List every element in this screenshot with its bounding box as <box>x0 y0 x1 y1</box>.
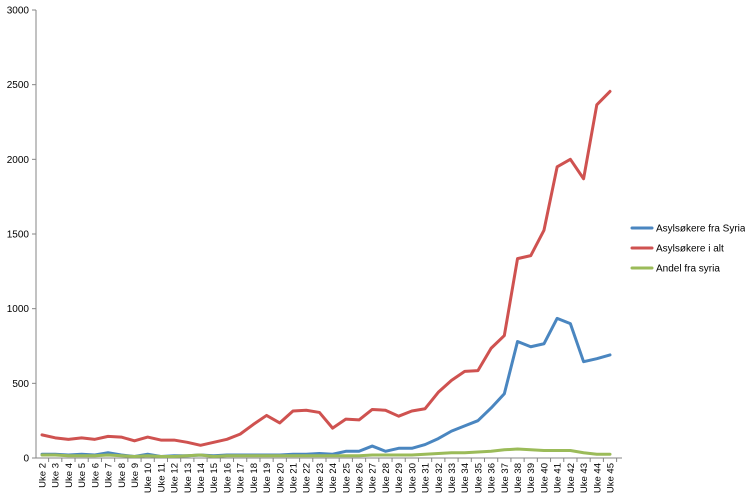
x-tick-label: Uke 45 <box>606 463 617 493</box>
x-tick-label: Uke 13 <box>183 463 194 493</box>
x-tick-label: Uke 11 <box>156 463 167 492</box>
x-tick-label: Uke 2 <box>38 463 49 488</box>
x-tick-label: Uke 24 <box>328 463 339 493</box>
x-tick-label: Uke 7 <box>104 463 115 488</box>
x-tick-label: Uke 29 <box>394 463 405 493</box>
x-tick-label: Uke 22 <box>302 463 313 493</box>
x-tick-label: Uke 35 <box>473 463 484 493</box>
x-tick-label: Uke 8 <box>117 463 128 488</box>
series-line-2 <box>40 447 612 459</box>
y-axis: 0 500 1000 1500 2000 2500 3000 <box>7 6 37 465</box>
y-tick-label: 500 <box>12 379 29 390</box>
x-tick-label: Uke 27 <box>368 463 379 493</box>
x-tick-label: Uke 25 <box>341 463 352 493</box>
y-tick-label: 0 <box>23 454 29 465</box>
x-tick-label: Uke 33 <box>447 463 458 493</box>
x-tick-label: Uke 12 <box>170 463 181 493</box>
x-tick-label: Uke 19 <box>262 463 273 493</box>
x-tick-label: Uke 15 <box>209 463 220 493</box>
x-tick-label: Uke 32 <box>434 463 445 493</box>
series-line-0 <box>40 316 612 459</box>
x-tick-label: Uke 42 <box>566 463 577 493</box>
x-tick-label: Uke 39 <box>526 463 537 493</box>
x-tick-label: Uke 31 <box>421 463 432 493</box>
x-tick-label: Uke 3 <box>51 463 62 488</box>
legend-label: Asylsøkere fra Syria <box>656 224 745 235</box>
x-tick-label: Uke 40 <box>539 463 550 493</box>
x-tick-label: Uke 43 <box>579 463 590 493</box>
x-tick-label: Uke 36 <box>487 463 498 493</box>
x-tick-label: Uke 9 <box>130 463 141 488</box>
x-tick-label: Uke 44 <box>592 463 603 493</box>
y-tick-label: 2500 <box>7 80 30 91</box>
legend-label: Andel fra syria <box>656 264 720 275</box>
x-tick-label: Uke 17 <box>236 463 247 493</box>
series-lines <box>40 89 612 459</box>
x-tick-label: Uke 23 <box>315 463 326 493</box>
x-tick-label: Uke 5 <box>77 463 88 488</box>
x-tick-label: Uke 37 <box>500 463 511 493</box>
x-tick-label: Uke 26 <box>355 463 366 493</box>
x-tick-label: Uke 18 <box>249 463 260 493</box>
x-tick-label: Uke 34 <box>460 463 471 493</box>
x-tick-label: Uke 38 <box>513 463 524 493</box>
x-tick-label: Uke 21 <box>288 463 299 493</box>
x-tick-label: Uke 14 <box>196 463 207 493</box>
legend-label: Asylsøkere i alt <box>656 244 724 255</box>
x-tick-label: Uke 10 <box>143 463 154 493</box>
x-tick-label: Uke 41 <box>553 463 564 493</box>
x-tick-label: Uke 6 <box>90 463 101 488</box>
y-tick-label: 1500 <box>7 230 30 241</box>
x-tick-label: Uke 30 <box>407 463 418 493</box>
x-tick-label: Uke 28 <box>381 463 392 493</box>
x-tick-label: Uke 20 <box>275 463 286 493</box>
x-axis: Uke 2 Uke 3 Uke 4 Uke 5 Uke 6 Uke 7 Uke 8 Uke 9… <box>36 457 622 493</box>
y-tick-label: 3000 <box>7 6 30 17</box>
x-tick-label: Uke 4 <box>64 463 75 488</box>
legend: Asylsøkere fra Syria Asylsøkere i alt Ande… <box>630 224 745 275</box>
y-tick-label: 1000 <box>7 304 30 315</box>
series-line-1 <box>40 89 612 447</box>
y-tick-label: 2000 <box>7 155 30 166</box>
x-tick-label: Uke 16 <box>222 463 233 493</box>
